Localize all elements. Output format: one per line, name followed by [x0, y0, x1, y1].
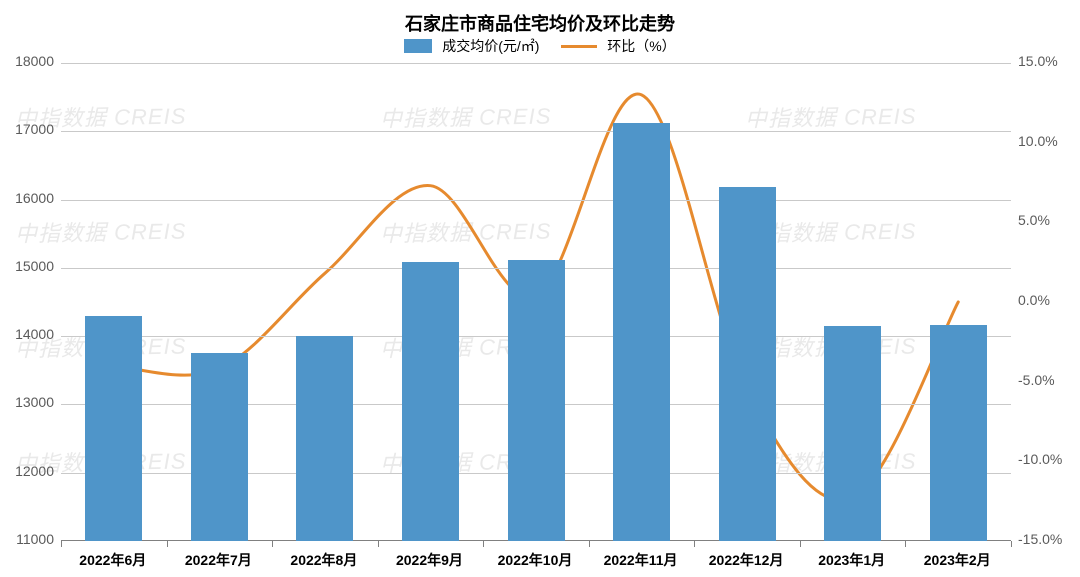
- bar: [508, 260, 565, 541]
- y2-tick-label: 0.0%: [1018, 292, 1050, 308]
- y2-tick-label: -15.0%: [1018, 531, 1062, 547]
- bar: [85, 316, 142, 541]
- x-tick-label: 2022年10月: [498, 550, 573, 570]
- y1-tick-label: 17000: [4, 121, 54, 137]
- x-tick-label: 2022年8月: [290, 550, 357, 570]
- y2-tick-label: -10.0%: [1018, 451, 1062, 467]
- x-tick: [272, 541, 273, 547]
- x-tick-label: 2022年11月: [604, 550, 678, 570]
- x-tick: [589, 541, 590, 547]
- x-tick-label: 2023年1月: [818, 550, 885, 570]
- bar: [191, 353, 248, 541]
- bar: [719, 187, 776, 541]
- y1-tick-label: 16000: [4, 190, 54, 206]
- x-tick-label: 2022年9月: [396, 550, 463, 570]
- x-tick: [61, 541, 62, 547]
- y1-tick-label: 15000: [4, 258, 54, 274]
- x-tick: [167, 541, 168, 547]
- x-tick: [378, 541, 379, 547]
- bar: [402, 262, 459, 541]
- y1-tick-label: 18000: [4, 53, 54, 69]
- legend-line-swatch: [561, 45, 597, 48]
- bar: [824, 326, 881, 541]
- x-tick: [905, 541, 906, 547]
- y2-tick-label: -5.0%: [1018, 372, 1055, 388]
- x-tick: [483, 541, 484, 547]
- x-tick: [800, 541, 801, 547]
- gridline: [61, 63, 1011, 64]
- x-tick: [694, 541, 695, 547]
- y2-tick-label: 10.0%: [1018, 133, 1058, 149]
- legend-line-label: 环比（%）: [607, 36, 675, 56]
- legend-bar-swatch: [404, 39, 432, 53]
- legend: 成交均价(元/㎡) 环比（%）: [0, 36, 1080, 56]
- gridline: [61, 131, 1011, 132]
- y1-tick-label: 14000: [4, 326, 54, 342]
- x-tick-label: 2023年2月: [924, 550, 991, 570]
- x-tick-label: 2022年6月: [79, 550, 146, 570]
- y2-tick-label: 5.0%: [1018, 212, 1050, 228]
- gridline: [61, 200, 1011, 201]
- x-tick: [1011, 541, 1012, 547]
- y1-tick-label: 11000: [4, 531, 54, 547]
- x-tick-label: 2022年7月: [185, 550, 252, 570]
- bar: [930, 325, 987, 541]
- y1-tick-label: 13000: [4, 394, 54, 410]
- bar: [613, 123, 670, 541]
- y2-tick-label: 15.0%: [1018, 53, 1058, 69]
- chart-title: 石家庄市商品住宅均价及环比走势: [0, 10, 1080, 36]
- plot-area: [60, 62, 1012, 542]
- chart-container: 石家庄市商品住宅均价及环比走势 成交均价(元/㎡) 环比（%） 中指数据 CRE…: [0, 0, 1080, 577]
- bar: [296, 336, 353, 541]
- legend-bar-label: 成交均价(元/㎡): [442, 36, 539, 56]
- x-tick-label: 2022年12月: [709, 550, 784, 570]
- y1-tick-label: 12000: [4, 463, 54, 479]
